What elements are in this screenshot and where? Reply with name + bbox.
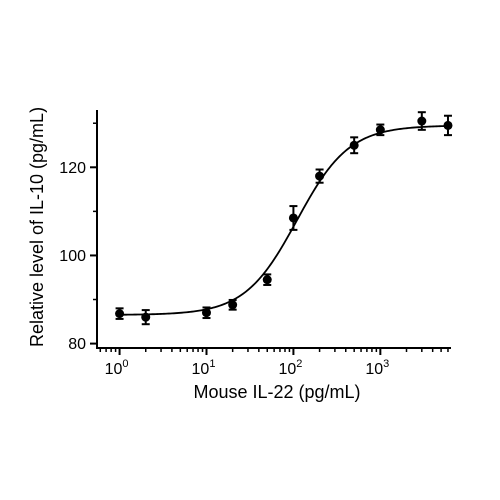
x-ticks: 100 101 102 103 [99,348,449,378]
data-points [115,111,453,326]
point-marker [141,312,151,322]
point-marker [315,171,325,181]
x-tick-label: 100 [105,358,129,378]
fit-curve [119,125,449,316]
data-point [141,309,151,326]
point-marker [375,125,385,135]
data-point [201,306,211,320]
axes [96,110,451,349]
data-point [443,114,453,137]
y-tick-label: 100 [59,248,86,265]
data-point [315,168,325,184]
point-marker [201,308,211,318]
data-point [375,123,385,137]
point-marker [288,213,298,223]
point-marker [417,116,427,126]
point-marker [262,275,272,285]
point-marker [349,140,359,150]
y-tick-label: 120 [59,160,86,177]
data-point [228,298,238,311]
x-axis-title: Mouse IL-22 (pg/mL) [193,382,360,402]
data-point [115,307,125,320]
y-tick-label: 80 [68,336,86,353]
data-point [262,273,272,286]
x-tick-label: 103 [365,358,389,378]
point-marker [228,300,238,310]
data-point [349,136,359,155]
y-axis-title: Relative level of IL-10 (pg/mL) [27,107,47,347]
data-point [288,205,298,231]
point-marker [115,309,125,319]
x-tick-label: 101 [192,358,216,378]
point-marker [443,120,453,130]
x-tick-label: 102 [278,358,302,378]
data-point [417,111,427,131]
y-ticks: 80 100 120 [59,122,97,353]
